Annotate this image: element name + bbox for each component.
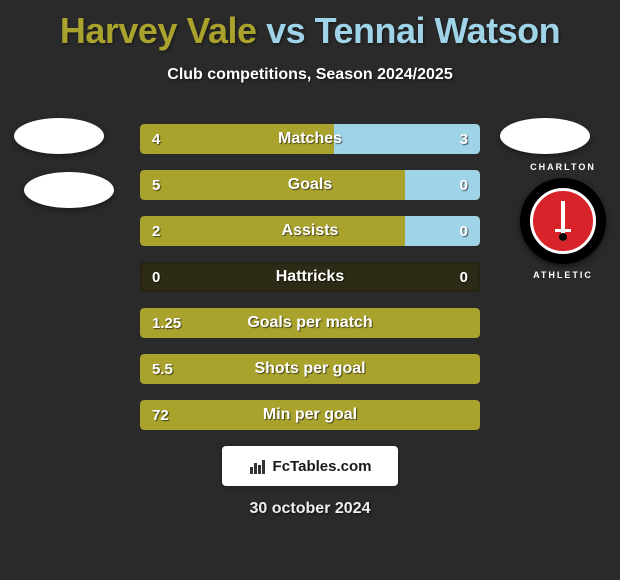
stat-bar-row: Matches4 3 <box>140 124 480 154</box>
stat-bar-row: Goals5 0 <box>140 170 480 200</box>
stat-bar-row: Shots per goal5.5 <box>140 354 480 384</box>
bar-value-left: 5 <box>152 170 160 200</box>
bar-value-right: 0 <box>460 170 468 200</box>
brand-prefix: Fc <box>273 458 291 475</box>
footer-brand-box: FcTables.com <box>222 446 398 486</box>
player2-name: Tennai Watson <box>315 10 561 51</box>
footer-date: 30 october 2024 <box>0 500 620 518</box>
bar-label: Matches <box>140 124 480 154</box>
bar-value-left: 72 <box>152 400 169 430</box>
bar-value-right: 0 <box>460 262 468 292</box>
footer-brand-text: FcTables.com <box>273 458 372 475</box>
left-blank-badge-2 <box>24 172 114 208</box>
right-blank-badge <box>500 118 590 154</box>
brand-rest: Tables.com <box>290 458 371 475</box>
bar-label: Min per goal <box>140 400 480 430</box>
bar-label: Goals <box>140 170 480 200</box>
player1-name: Harvey Vale <box>60 10 257 51</box>
stat-bar-row: Hattricks0 0 <box>140 262 480 292</box>
charlton-text-top: CHARLTON <box>520 162 606 172</box>
stat-bar-row: Assists2 0 <box>140 216 480 246</box>
bar-value-left: 2 <box>152 216 160 246</box>
subtitle: Club competitions, Season 2024/2025 <box>0 66 620 84</box>
bar-label: Hattricks <box>140 262 480 292</box>
chart-icon <box>249 457 267 475</box>
bar-value-left: 5.5 <box>152 354 173 384</box>
bar-value-left: 1.25 <box>152 308 181 338</box>
charlton-text-bot: ATHLETIC <box>520 270 606 280</box>
charlton-inner-circle <box>530 188 596 254</box>
bar-value-left: 4 <box>152 124 160 154</box>
vs-text: vs <box>266 10 305 51</box>
bar-label: Assists <box>140 216 480 246</box>
bar-value-right: 3 <box>460 124 468 154</box>
page-title: Harvey Vale vs Tennai Watson <box>0 0 620 52</box>
bar-label: Goals per match <box>140 308 480 338</box>
left-blank-badge-1 <box>14 118 104 154</box>
bar-value-right: 0 <box>460 216 468 246</box>
sword-icon <box>561 201 565 241</box>
bar-value-left: 0 <box>152 262 160 292</box>
stat-bar-row: Min per goal72 <box>140 400 480 430</box>
bar-label: Shots per goal <box>140 354 480 384</box>
charlton-badge: CHARLTON ATHLETIC <box>520 178 606 264</box>
stat-bar-row: Goals per match1.25 <box>140 308 480 338</box>
